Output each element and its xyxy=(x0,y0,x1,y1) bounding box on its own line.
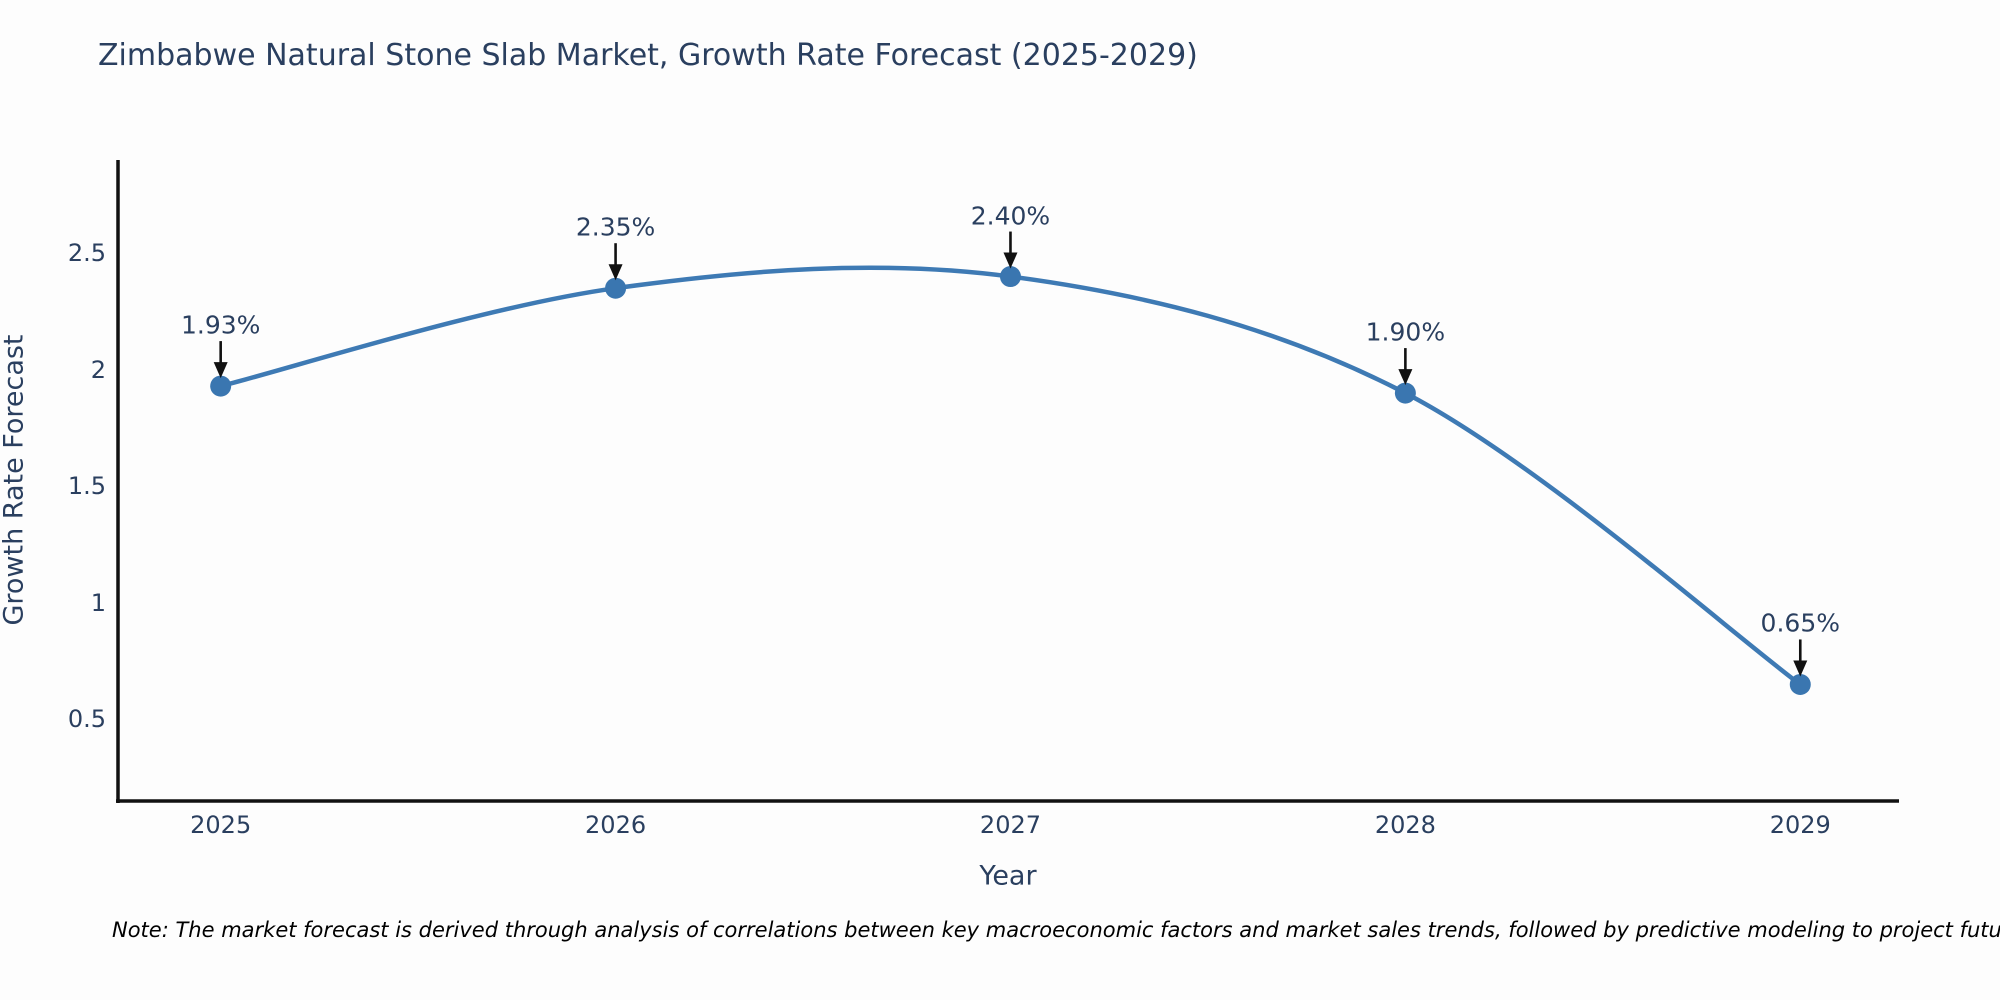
y-tick-label: 2 xyxy=(90,355,106,384)
y-tick-label: 0.5 xyxy=(67,705,106,734)
point-annotation: 2.40% xyxy=(970,201,1051,231)
annotation-arrowhead xyxy=(213,362,228,379)
data-point-marker xyxy=(1789,673,1811,695)
x-tick-label: 2025 xyxy=(190,811,252,839)
chart-title: Zimbabwe Natural Stone Slab Market, Grow… xyxy=(98,38,1198,73)
x-tick-label: 2027 xyxy=(979,811,1042,839)
y-tick-label: 2.5 xyxy=(67,239,106,268)
annotation-arrowhead xyxy=(1003,252,1018,269)
point-annotation: 1.93% xyxy=(180,310,261,340)
point-annotation: 2.35% xyxy=(575,212,656,242)
y-axis-title: Growth Rate Forecast xyxy=(0,334,30,626)
data-point-marker xyxy=(1394,382,1416,404)
x-tick-label: 2029 xyxy=(1769,811,1831,839)
annotation-arrowhead xyxy=(1398,369,1413,386)
x-tick-label: 2028 xyxy=(1374,811,1436,839)
x-tick-label: 2026 xyxy=(585,811,647,839)
data-point-marker xyxy=(605,277,627,299)
trend-line xyxy=(220,265,1802,687)
footnote: Note: The market forecast is derived thr… xyxy=(112,918,2000,942)
y-tick-label: 1.5 xyxy=(67,472,106,501)
y-tick-label: 1 xyxy=(90,588,106,617)
x-axis-title: Year xyxy=(979,860,1037,892)
data-point-marker xyxy=(999,266,1021,288)
data-point-marker xyxy=(210,375,232,397)
annotation-arrowhead xyxy=(1793,660,1808,677)
point-annotation: 0.65% xyxy=(1760,608,1840,638)
point-annotation: 1.90% xyxy=(1365,317,1446,347)
annotation-arrowhead xyxy=(608,264,623,281)
